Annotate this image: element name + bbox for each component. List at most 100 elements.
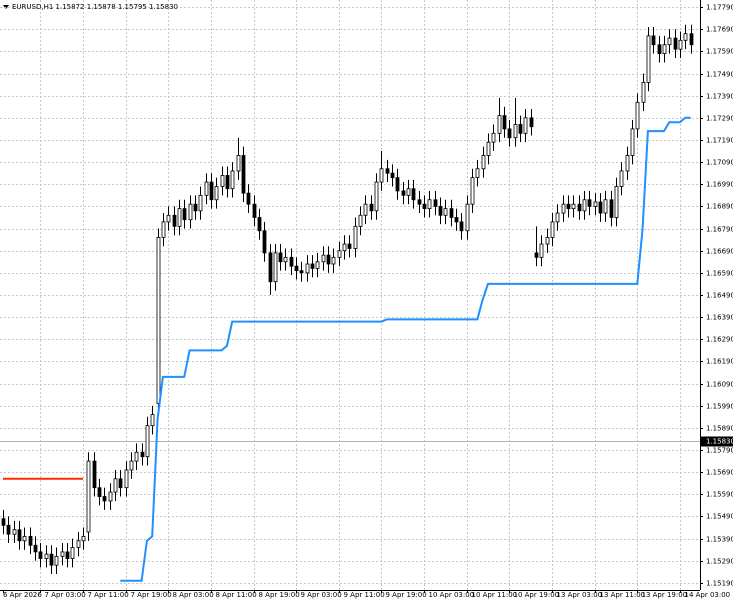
candle-body — [225, 175, 230, 190]
candle-body — [347, 243, 352, 249]
candle-body — [689, 33, 694, 46]
y-tick-label: 1.16590 — [706, 270, 733, 278]
candle-body — [81, 536, 86, 542]
candle-body — [118, 478, 123, 489]
y-tick-label: 1.17590 — [706, 48, 733, 56]
candle-body — [38, 551, 43, 559]
candle-body — [539, 243, 544, 258]
candle-body — [331, 256, 336, 265]
candle-body — [651, 35, 656, 46]
candle-body — [427, 199, 432, 210]
candle-body — [86, 460, 91, 533]
candle-body — [411, 188, 416, 201]
y-tick-label: 1.16190 — [706, 358, 733, 366]
y-tick-label: 1.17790 — [706, 4, 733, 12]
chart-title: EURUSD,H1 1.15872 1.15878 1.15795 1.1583… — [12, 3, 178, 11]
candle-body — [555, 212, 560, 223]
candle-body — [28, 536, 33, 546]
y-tick-label: 1.17290 — [706, 115, 733, 123]
x-tick-label: 7 Apr 03:00 — [45, 591, 86, 599]
candle-body — [561, 203, 566, 214]
candle-body — [193, 203, 198, 212]
candle-body — [108, 491, 113, 502]
candle-body — [22, 536, 27, 542]
candle-body — [363, 203, 368, 216]
candle-body — [369, 203, 374, 212]
x-tick-label: 14 Apr 03:00 — [685, 591, 731, 599]
y-tick-label: 1.15190 — [706, 580, 733, 588]
y-tick-label: 1.17190 — [706, 137, 733, 145]
y-tick-label: 1.16090 — [706, 381, 733, 389]
candle-body — [459, 221, 464, 232]
candle-body — [529, 117, 534, 128]
candle-body — [534, 252, 539, 258]
y-tick-label: 1.16390 — [706, 314, 733, 322]
candle-body — [475, 168, 480, 179]
candle-body — [129, 460, 134, 471]
x-tick-label: 8 Apr 11:00 — [216, 591, 257, 599]
candle-body — [204, 181, 209, 196]
x-tick-label: 10 Apr 03:00 — [429, 591, 475, 599]
y-tick-label: 1.16690 — [706, 248, 733, 256]
candle-body — [188, 203, 193, 221]
candle-body — [17, 529, 22, 542]
candle-body — [443, 208, 448, 216]
candle-body — [299, 270, 304, 274]
candle-body — [465, 203, 470, 232]
candle-body — [635, 101, 640, 130]
y-tick-label: 1.15390 — [706, 536, 733, 544]
candle-body — [587, 199, 592, 207]
y-tick-label: 1.17390 — [706, 93, 733, 101]
candle-body — [625, 155, 630, 172]
candle-body — [198, 194, 203, 212]
candle-body — [502, 115, 507, 130]
candle-body — [422, 203, 427, 210]
candle-body — [310, 263, 315, 269]
x-tick-label: 7 Apr 11:00 — [88, 591, 129, 599]
y-tick-label: 1.15890 — [706, 425, 733, 433]
candle-body — [289, 256, 294, 267]
candle-body — [433, 199, 438, 207]
candle-body — [241, 155, 246, 194]
candle-body — [571, 203, 576, 210]
y-tick-label: 1.17490 — [706, 71, 733, 79]
candle-body — [438, 206, 443, 216]
candle-body — [657, 44, 662, 54]
candle-body — [491, 132, 496, 143]
candle-body — [662, 44, 667, 54]
candle-body — [550, 221, 555, 238]
candle-body — [246, 192, 251, 205]
candle-body — [145, 425, 150, 458]
x-tick-label: 8 Apr 19:00 — [259, 591, 300, 599]
x-tick-label: 13 Apr 11:00 — [600, 591, 646, 599]
indicator-line — [120, 116, 691, 582]
candle-body — [294, 265, 299, 272]
candle-body — [230, 170, 235, 190]
candle-body — [507, 128, 512, 139]
y-tick-label: 1.16790 — [706, 226, 733, 234]
candle-body — [97, 487, 102, 497]
candle-body — [667, 37, 672, 46]
candle-body — [65, 551, 70, 559]
candle-body — [6, 524, 11, 535]
candle-body — [278, 252, 283, 263]
candle-body — [523, 117, 528, 134]
candle-body — [342, 243, 347, 252]
candle-body — [161, 221, 166, 238]
candle-body — [337, 250, 342, 258]
candle-body — [390, 172, 395, 179]
candle-body — [481, 155, 486, 170]
candle-body — [177, 208, 182, 227]
x-tick-label: 8 Apr 03:00 — [173, 591, 214, 599]
candle-body — [140, 451, 145, 458]
candle-body — [598, 201, 603, 214]
candle-body — [603, 199, 608, 214]
candle-body — [54, 555, 59, 566]
y-tick-label: 1.15990 — [706, 403, 733, 411]
candle-body — [273, 252, 278, 283]
candle-body — [321, 254, 326, 263]
candle-body — [268, 252, 273, 283]
y-tick-label: 1.15790 — [706, 447, 733, 455]
candle-body — [609, 199, 614, 218]
